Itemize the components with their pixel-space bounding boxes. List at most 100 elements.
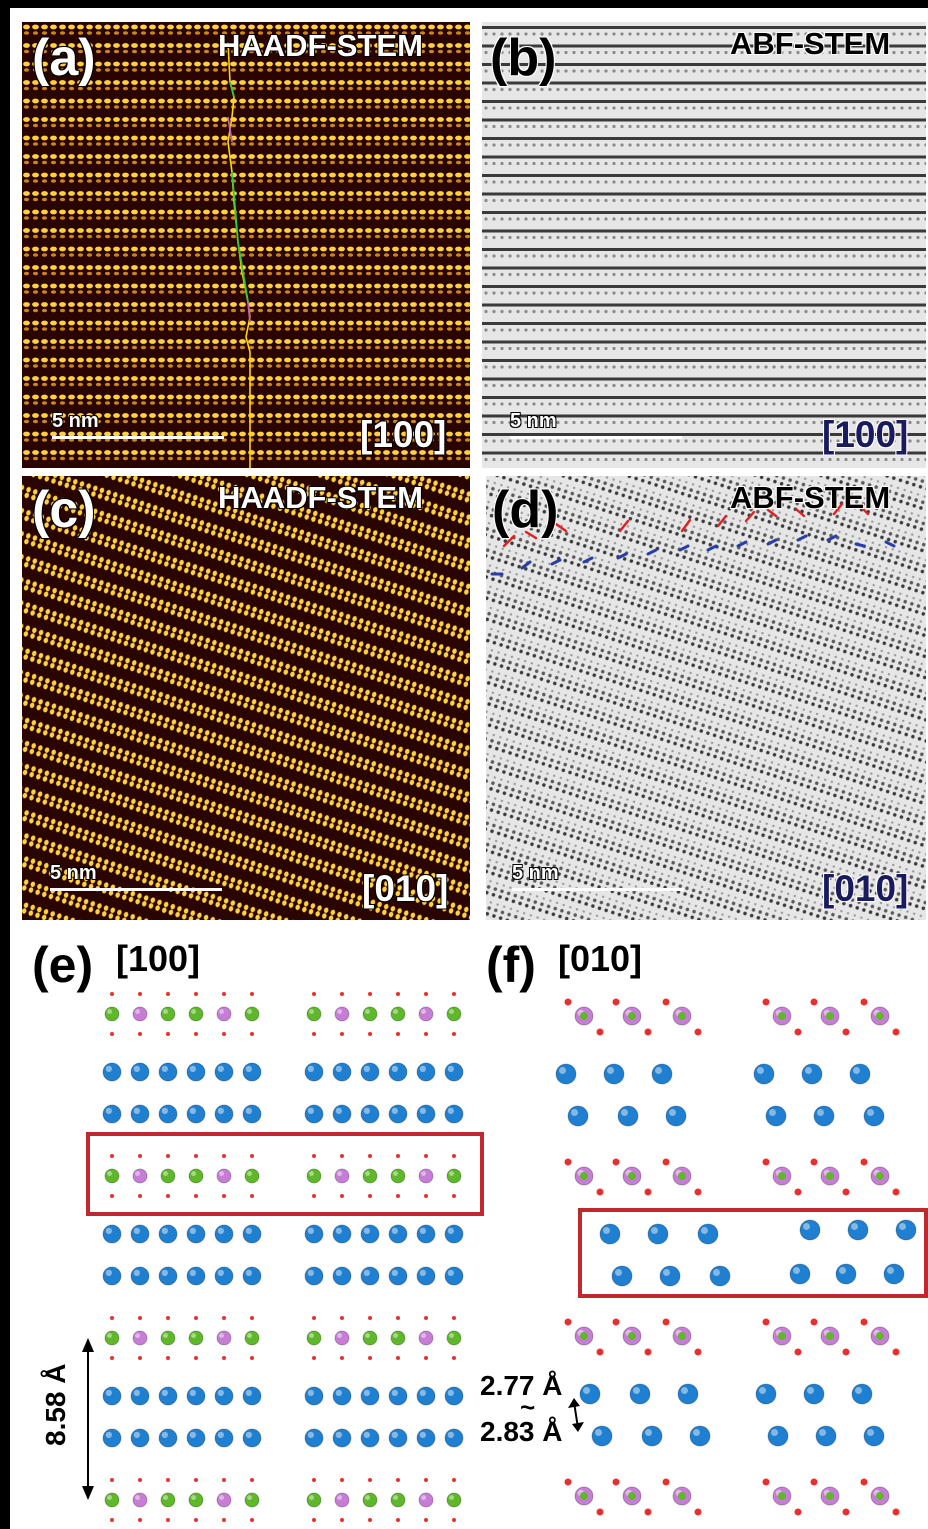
blue-cation-atom <box>242 1266 262 1286</box>
oxygen-atom <box>860 1478 868 1486</box>
oxygen-atom <box>368 1194 372 1198</box>
oxygen-atom <box>250 1032 254 1036</box>
blue-cation-atom-highlight <box>189 1227 197 1234</box>
blue-cation-atom-highlight <box>559 1067 566 1074</box>
green-cation-atom <box>188 1330 204 1346</box>
oxygen-atom <box>644 1028 652 1036</box>
blue-cation-atom <box>444 1062 464 1082</box>
oxygen-atom <box>250 1518 254 1522</box>
blue-cation-atom-highlight <box>669 1109 676 1116</box>
blue-cation-atom-highlight <box>105 1065 112 1072</box>
oxygen-atom <box>596 1348 604 1356</box>
blue-cation-atom <box>158 1386 178 1406</box>
green-cation-atom <box>362 1168 378 1184</box>
oxygen-atom <box>396 1518 400 1522</box>
oxygen-atom <box>194 1032 198 1036</box>
oxygen-atom <box>166 1154 170 1158</box>
blue-arrow-marker <box>582 556 594 564</box>
blue-cation-atom-highlight <box>105 1269 112 1276</box>
purple-cation-atom <box>334 1492 350 1508</box>
blue-cation-atom <box>555 1063 577 1085</box>
oxygen-atom <box>596 1508 604 1516</box>
panel-b-abf-image: (b) ABF-STEM [100] 5 nm <box>482 22 926 468</box>
blue-cation-atom <box>332 1104 352 1124</box>
green-cation-atom <box>446 1330 462 1346</box>
green-cation-atom <box>876 1012 884 1020</box>
blue-arrow-marker <box>796 534 808 542</box>
blue-cation-atom-highlight <box>887 1267 894 1274</box>
bond-spacing-tilde: ~ <box>520 1392 536 1422</box>
blue-cation-atom-highlight <box>447 1389 454 1396</box>
blue-cation-atom <box>332 1224 352 1244</box>
blue-cation-atom-highlight <box>335 1107 342 1114</box>
blue-cation-atom <box>629 1383 651 1405</box>
panel-a-scalebar-label: 5 nm <box>52 410 99 432</box>
blue-cation-atom-highlight <box>391 1389 398 1396</box>
green-cation-atom <box>876 1492 884 1500</box>
blue-cation-atom-highlight <box>595 1429 602 1436</box>
green-cation-atom <box>244 1006 260 1022</box>
oxygen-atom <box>452 1316 456 1320</box>
oxygen-atom <box>194 1518 198 1522</box>
green-cation-atom <box>678 1332 686 1340</box>
blue-cation-atom-highlight <box>759 1387 766 1394</box>
oxygen-atom <box>138 1356 142 1360</box>
blue-cation-atom <box>388 1428 408 1448</box>
purple-cation-atom-highlight <box>219 1009 224 1014</box>
green-cation-atom <box>244 1330 260 1346</box>
bond-arrowhead-bottom <box>572 1422 584 1432</box>
blue-cation-atom-highlight <box>105 1107 112 1114</box>
green-cation-atom <box>244 1492 260 1508</box>
crystal-structure-models <box>82 992 928 1522</box>
blue-cation-atom <box>789 1263 811 1285</box>
purple-cation-atom <box>132 1168 148 1184</box>
blue-cation-atom <box>709 1265 731 1287</box>
blue-cation-atom <box>611 1265 633 1287</box>
blue-cation-atom-highlight <box>867 1109 874 1116</box>
oxygen-atom <box>250 1478 254 1482</box>
purple-cation-atom <box>418 1330 434 1346</box>
oxygen-atom <box>250 992 254 996</box>
blue-cation-atom <box>360 1386 380 1406</box>
panel-a-label: (a) <box>32 29 96 87</box>
blue-cation-atom <box>591 1425 613 1447</box>
blue-cation-atom-highlight <box>133 1227 141 1234</box>
green-cation-atom <box>778 1012 786 1020</box>
oxygen-atom <box>194 1194 198 1198</box>
oxygen-atom <box>396 1194 400 1198</box>
blue-cation-atom <box>803 1383 825 1405</box>
oxygen-atom <box>762 1318 770 1326</box>
oxygen-atom <box>138 1518 142 1522</box>
spacing-arrowhead-top <box>82 1338 94 1352</box>
oxygen-atom <box>166 1478 170 1482</box>
blue-cation-atom-highlight <box>133 1065 141 1072</box>
oxygen-atom <box>312 1518 316 1522</box>
blue-cation-atom <box>801 1063 823 1085</box>
blue-cation-atom-highlight <box>245 1269 253 1276</box>
oxygen-atom <box>842 1348 850 1356</box>
oxygen-atom <box>694 1508 702 1516</box>
green-cation-atom-highlight <box>365 1171 370 1176</box>
blue-cation-atom <box>158 1224 178 1244</box>
blue-cation-atom <box>186 1104 206 1124</box>
blue-cation-atom-highlight <box>803 1223 810 1230</box>
oxygen-atom <box>860 998 868 1006</box>
green-cation-atom-highlight <box>191 1009 196 1014</box>
panel-e-zone-axis: [100] <box>116 938 201 979</box>
blue-cation-atom <box>304 1266 324 1286</box>
oxygen-atom <box>396 1478 400 1482</box>
blue-cation-atom-highlight <box>419 1227 426 1234</box>
purple-cation-atom <box>334 1330 350 1346</box>
haadf-lattice-100 <box>22 22 470 468</box>
red-arrow-marker <box>858 504 870 516</box>
blue-cation-atom-highlight <box>363 1269 370 1276</box>
blue-cation-atom-highlight <box>133 1389 141 1396</box>
blue-cation-atom <box>444 1386 464 1406</box>
purple-cation-atom <box>216 1168 232 1184</box>
green-cation-atom <box>580 1012 588 1020</box>
green-cation-atom <box>826 1172 834 1180</box>
oxygen-atom <box>166 1356 170 1360</box>
green-cation-atom-highlight <box>365 1009 370 1014</box>
green-cation-atom <box>188 1168 204 1184</box>
green-cation-atom <box>778 1332 786 1340</box>
